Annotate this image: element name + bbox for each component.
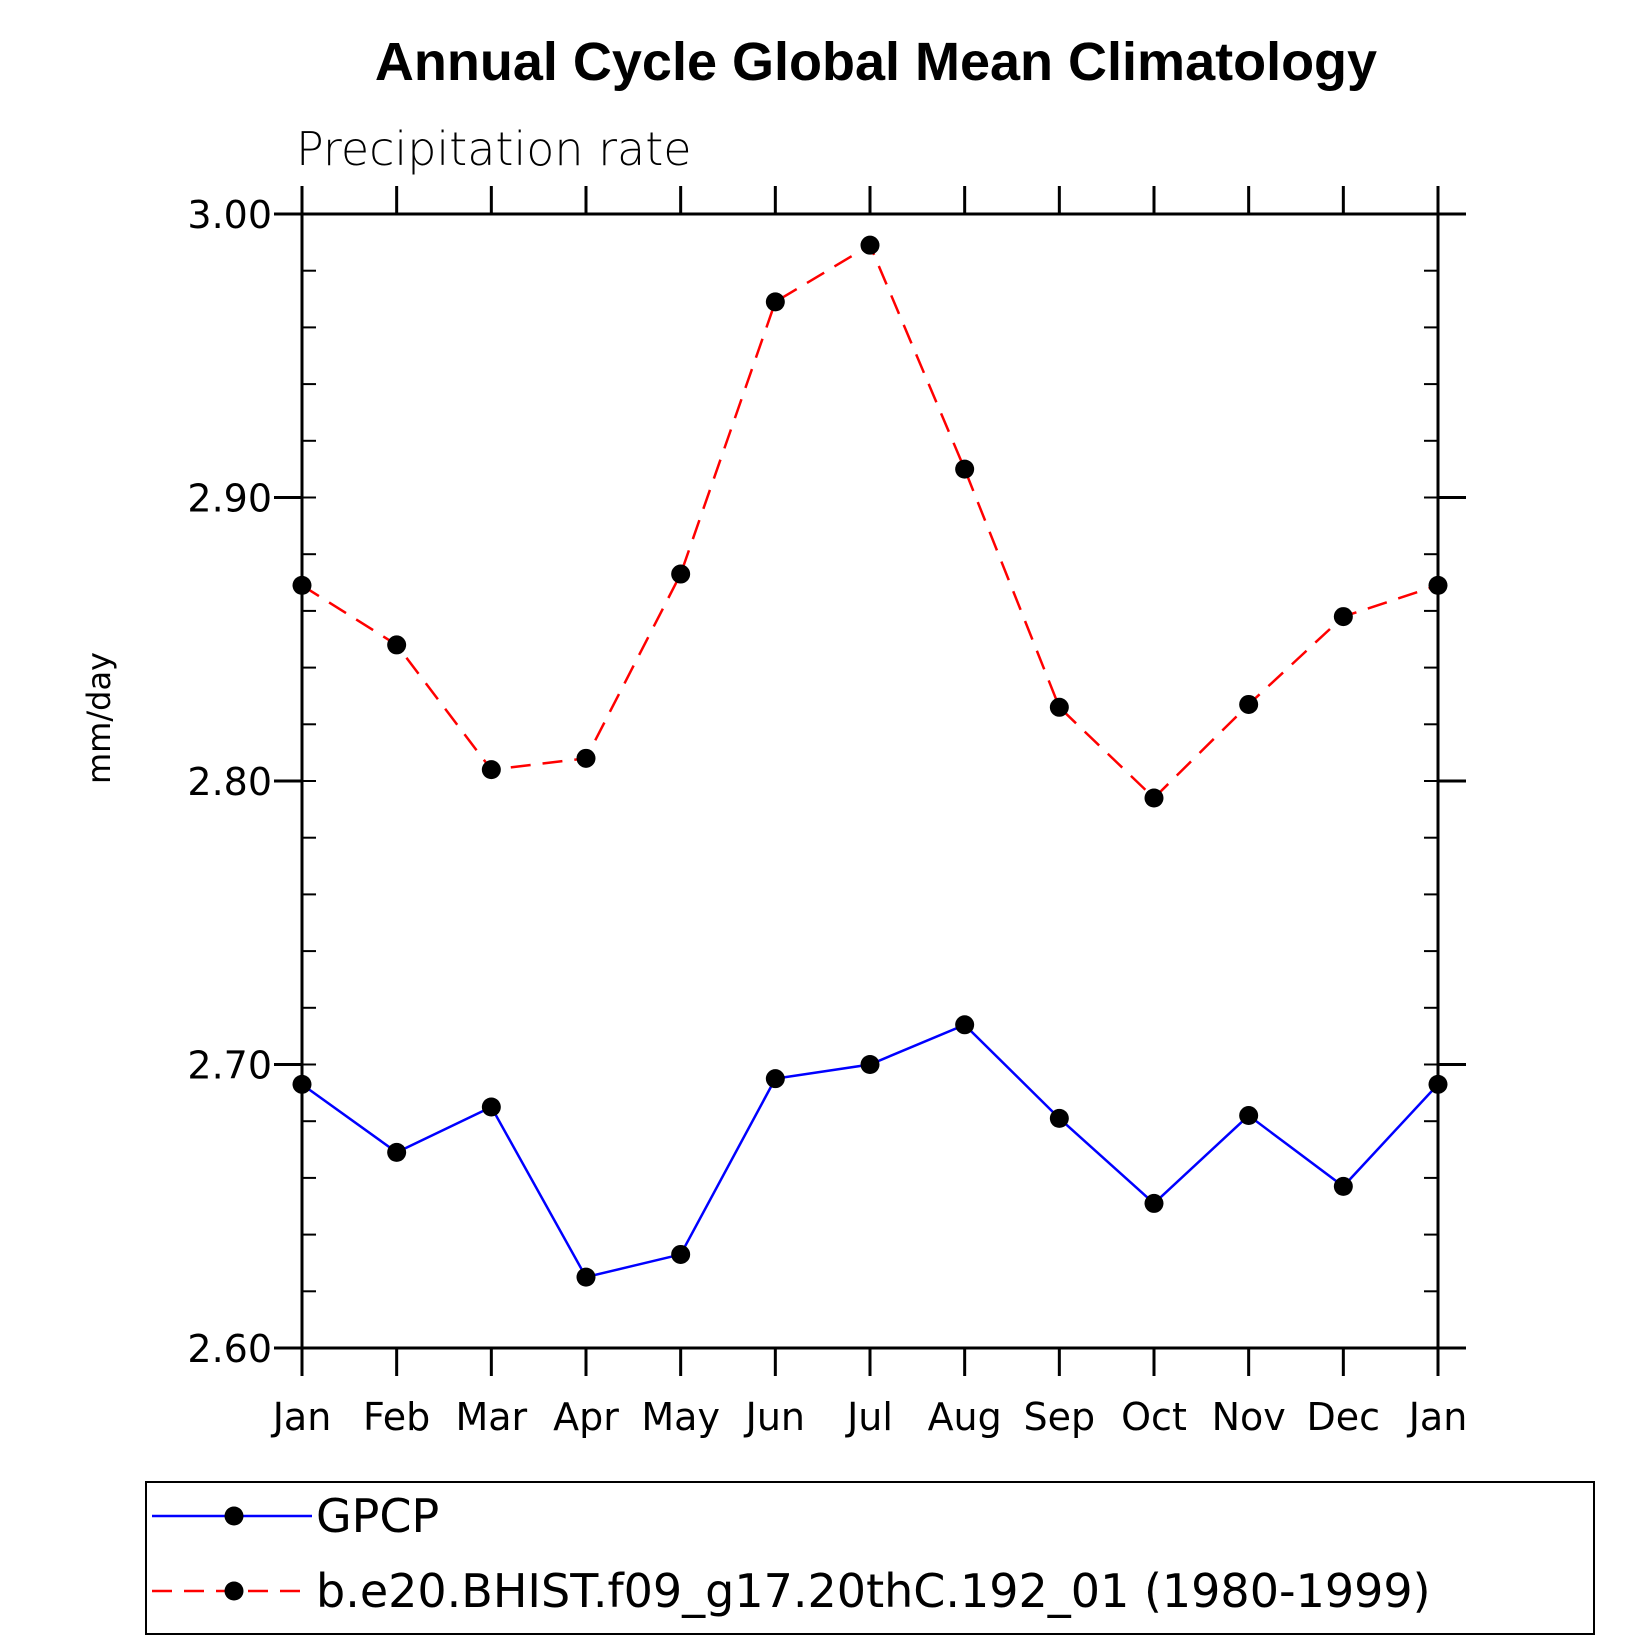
chart-subtitle: Precipitation rate (296, 122, 692, 176)
legend-box (145, 1481, 1595, 1635)
legend-label-0: GPCP (316, 1489, 439, 1543)
data-point (387, 1142, 407, 1162)
data-point (860, 235, 880, 255)
x-tick-label: Nov (1212, 1395, 1286, 1439)
legend: GPCP b.e20.BHIST.f09_g17.20thC.192_01 (19… (145, 1481, 1595, 1635)
x-tick-label: Mar (455, 1395, 527, 1439)
plot-frame (300, 212, 1440, 1350)
data-point (1333, 1176, 1353, 1196)
legend-label-1: b.e20.BHIST.f09_g17.20thC.192_01 (1980-1… (316, 1564, 1431, 1618)
data-point (1144, 1193, 1164, 1213)
x-tick-label: Jan (271, 1395, 332, 1439)
chart-title: Annual Cycle Global Mean Climatology (375, 32, 1377, 92)
y-tick-label: 2.70 (187, 1044, 272, 1088)
data-point (387, 635, 407, 655)
data-point (576, 748, 596, 768)
data-point (955, 1015, 975, 1035)
data-point (1239, 694, 1259, 714)
data-point (1239, 1106, 1259, 1126)
y-axis-label: mm/day (80, 652, 118, 784)
series-layer (292, 235, 1448, 1287)
series-line-1 (301, 243, 1439, 800)
legend-marker-0 (224, 1506, 244, 1526)
legend-marker-1 (224, 1581, 244, 1601)
data-point (576, 1267, 596, 1287)
y-tick-label: 2.80 (187, 760, 272, 804)
x-tick-label: Apr (553, 1395, 619, 1439)
x-tick-label: May (641, 1395, 720, 1439)
axis-ticks (274, 186, 1466, 1376)
x-tick-label: Aug (928, 1395, 1002, 1439)
x-tick-label: Feb (363, 1395, 430, 1439)
x-tick-label: Jul (845, 1395, 893, 1439)
y-tick-label: 3.00 (187, 193, 272, 237)
data-point (955, 459, 975, 479)
data-point (1049, 1108, 1069, 1128)
data-point (860, 1055, 880, 1074)
data-point (481, 760, 501, 780)
data-point (481, 1097, 501, 1117)
data-point (1049, 697, 1069, 717)
tick-labels: Jan Feb Mar Apr May Jun Jul Aug Sep Oct Nov Dec Jan 2… (187, 193, 1467, 1439)
x-tick-label: Jan (1407, 1395, 1468, 1439)
x-tick-label: Sep (1024, 1395, 1096, 1439)
y-tick-label: 2.60 (187, 1327, 272, 1371)
data-point (1333, 607, 1353, 627)
data-point (671, 564, 691, 584)
x-tick-label: Oct (1121, 1395, 1187, 1439)
data-point (765, 1069, 785, 1089)
x-tick-label: Dec (1307, 1395, 1381, 1439)
data-point (1144, 788, 1164, 808)
x-tick-label: Jun (744, 1395, 805, 1439)
data-point (671, 1244, 691, 1264)
y-tick-label: 2.90 (187, 477, 272, 521)
data-point (765, 292, 785, 312)
